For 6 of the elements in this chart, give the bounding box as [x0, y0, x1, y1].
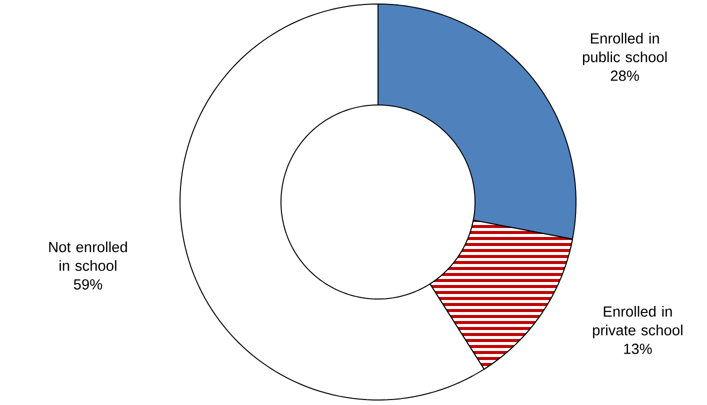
slice-label: Not enrolled in school: [49, 241, 127, 271]
slice-label: Enrolled in public school: [582, 32, 667, 66]
data-label: 59%: [74, 279, 102, 290]
data-label: 13%: [624, 344, 652, 354]
data-label: 28%: [610, 70, 639, 81]
slice-label: Enrolled in private school: [592, 306, 682, 338]
